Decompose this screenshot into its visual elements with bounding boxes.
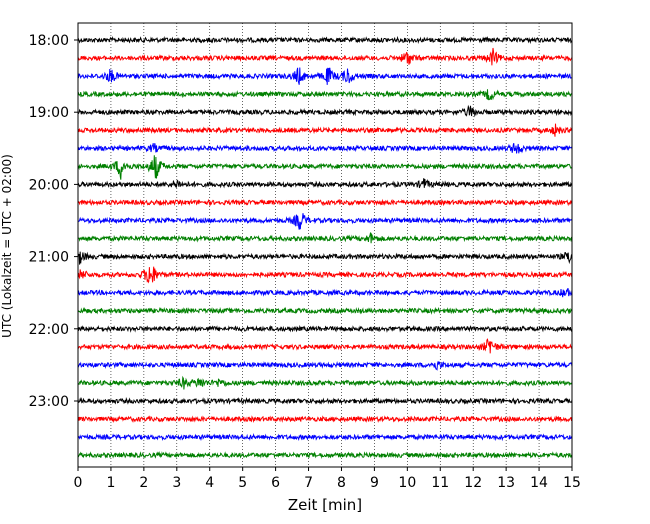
y-tick-label-4: 22:00	[29, 322, 69, 338]
trace-13	[77, 266, 573, 284]
trace-21	[77, 415, 573, 424]
trace-5	[77, 123, 573, 137]
y-tick-label-1: 19:00	[29, 105, 69, 121]
x-tick-label-9: 9	[370, 475, 379, 491]
x-tick-label-0: 0	[74, 475, 83, 491]
x-tick-label-12: 12	[464, 475, 482, 491]
x-tick-label-14: 14	[530, 475, 548, 491]
x-tick-label-13: 13	[497, 475, 515, 491]
trace-18	[77, 360, 573, 371]
x-tick-label-7: 7	[304, 475, 313, 491]
plot-frame	[77, 22, 573, 468]
trace-7	[77, 155, 573, 180]
x-axis-label: Zeit [min]	[288, 496, 362, 514]
trace-12	[77, 251, 573, 265]
trace-4	[77, 104, 573, 118]
x-tick-label-5: 5	[238, 475, 247, 491]
x-tick-label-6: 6	[271, 475, 280, 491]
y-tick-label-5: 23:00	[29, 394, 69, 410]
trace-6	[77, 143, 573, 154]
trace-17	[77, 338, 573, 354]
trace-19	[77, 375, 573, 390]
trace-1	[77, 47, 573, 66]
x-tick-label-15: 15	[563, 475, 581, 491]
y-axis-label: UTC (Lokalzeit = UTC + 02:00)	[0, 154, 14, 338]
trace-0	[77, 35, 573, 45]
y-tick-label-2: 20:00	[29, 177, 69, 193]
trace-11	[77, 232, 573, 244]
trace-10	[77, 213, 573, 230]
x-tick-label-11: 11	[431, 475, 449, 491]
x-tick-label-10: 10	[398, 475, 416, 491]
trace-14	[77, 288, 573, 298]
x-tick-label-8: 8	[337, 475, 346, 491]
trace-3	[77, 89, 573, 101]
axis-layer: 0 1 2 3 4 5 6 7 8 9 10 11 12 13 14 1518:0019:0020:0021:…	[29, 33, 581, 491]
trace-2	[77, 67, 573, 85]
y-tick-label-3: 21:00	[29, 250, 69, 266]
trace-15	[77, 306, 573, 315]
trace-22	[77, 433, 573, 442]
x-tick-label-1: 1	[106, 475, 115, 491]
y-tick-label-0: 18:00	[29, 33, 69, 49]
trace-layer	[77, 35, 573, 459]
trace-23	[77, 451, 573, 459]
trace-9	[77, 198, 573, 207]
x-tick-label-3: 3	[172, 475, 181, 491]
x-tick-label-2: 2	[139, 475, 148, 491]
grid-layer	[110, 23, 540, 467]
trace-20	[77, 396, 573, 406]
trace-8	[77, 178, 573, 189]
x-tick-label-4: 4	[205, 475, 214, 491]
trace-16	[77, 324, 573, 333]
